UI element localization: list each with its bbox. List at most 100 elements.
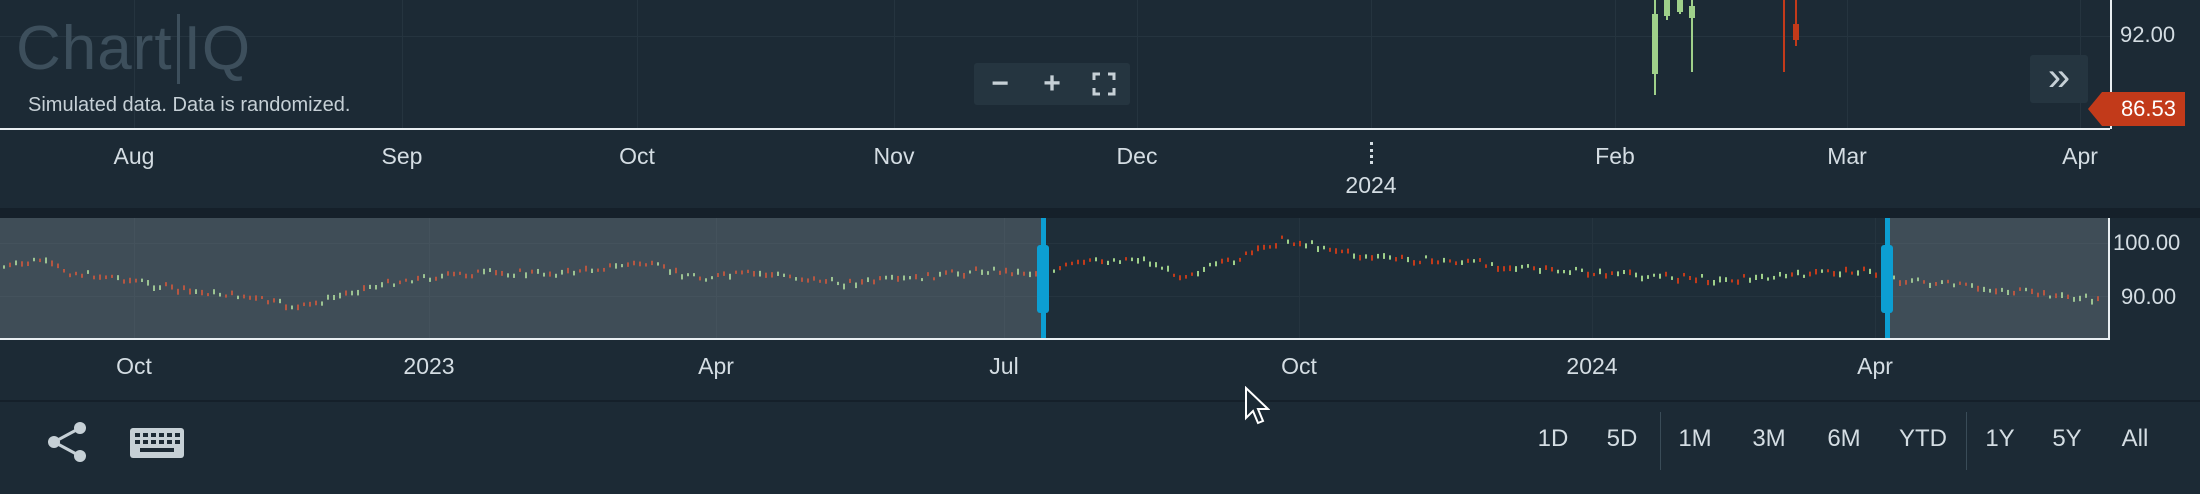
navigator-candle — [1557, 269, 1559, 274]
navigator-candle — [2013, 290, 2015, 296]
navigator-candle — [993, 266, 995, 271]
navigator-candle — [2025, 287, 2027, 292]
navigator-candle — [1233, 260, 1235, 266]
navigator-candle — [1803, 274, 1805, 278]
navigator-candle — [855, 282, 857, 289]
navigator-candle — [165, 282, 167, 287]
range-1y-button[interactable]: 1Y — [1985, 425, 2015, 452]
grid-line — [894, 0, 895, 129]
navigator-candle — [933, 277, 935, 281]
range-6m-button[interactable]: 6M — [1827, 425, 1861, 452]
range-5y-button[interactable]: 5Y — [2052, 425, 2082, 452]
navigator-candle — [999, 270, 1001, 275]
range-5d-button[interactable]: 5D — [1606, 425, 1638, 452]
main-x-axis: Aug Sep Oct Nov Dec Feb Mar Apr 2024 — [0, 130, 2110, 208]
navigator-candle — [639, 261, 641, 267]
zoom-out-button[interactable]: − — [991, 67, 1009, 100]
navigator-candle — [1335, 248, 1337, 254]
navigator-candle — [699, 276, 701, 281]
range-ytd-button[interactable]: YTD — [1899, 425, 1947, 452]
navigator-candle — [1749, 277, 1751, 283]
navigator-candle — [735, 270, 737, 274]
navigator-candle — [1239, 257, 1241, 262]
x-axis-label: 2023 — [403, 353, 455, 379]
navigator-candle — [1419, 260, 1421, 265]
navigator-candle — [489, 268, 491, 273]
navigator-unselected-right — [1889, 218, 2110, 340]
keyboard-icon[interactable] — [130, 428, 184, 458]
mouse-cursor-icon — [1245, 386, 1270, 425]
navigator-candle — [651, 260, 653, 266]
navigator-candle — [579, 269, 581, 273]
navigator-candle — [141, 278, 143, 283]
range-1m-button[interactable]: 1M — [1678, 425, 1712, 452]
navigator-candle — [927, 272, 929, 277]
navigator-candle — [423, 274, 425, 279]
navigator-candle — [843, 283, 845, 290]
range-3m-button[interactable]: 3M — [1752, 425, 1786, 452]
double-chevron-right-icon: » — [2047, 55, 2071, 99]
navigator-candle — [753, 271, 755, 277]
navigator-candle — [783, 273, 785, 277]
x-axis-year-label: 2024 — [1345, 172, 1397, 198]
navigator-candle — [525, 272, 527, 279]
grid-line — [0, 243, 2110, 244]
navigator-candle — [681, 274, 683, 280]
range-navigator[interactable] — [0, 218, 2110, 340]
navigator-candle — [1587, 271, 1589, 278]
navigator-candle — [51, 260, 53, 267]
navigator-right-grip[interactable] — [1881, 245, 1893, 313]
navigator-candle — [1851, 271, 1853, 275]
navigator-candle — [351, 290, 353, 296]
navigator-candle — [237, 295, 239, 300]
navigator-left-grip[interactable] — [1037, 245, 1049, 313]
navigator-candle — [1737, 279, 1739, 285]
navigator-candle — [1479, 258, 1481, 262]
navigator-candle — [2007, 289, 2009, 296]
navigator-candle — [957, 271, 959, 277]
scroll-to-end-button[interactable]: » — [2030, 55, 2088, 103]
navigator-candle — [597, 268, 599, 272]
candle — [1652, 14, 1658, 74]
navigator-candle — [807, 278, 809, 283]
navigator-candle — [837, 281, 839, 286]
navigator-candle — [1401, 254, 1403, 259]
navigator-candle — [549, 271, 551, 277]
disclaimer-text: Simulated data. Data is randomized. — [28, 94, 351, 116]
navigator-candle — [45, 257, 47, 264]
navigator-candle — [1665, 271, 1667, 277]
navigator-candle — [1077, 259, 1079, 265]
navigator-candle — [27, 261, 29, 267]
navigator-candle — [1449, 259, 1451, 263]
main-chart[interactable]: Chart IQ Simulated data. Data is randomiz… — [0, 0, 2110, 129]
axis-line — [0, 338, 2110, 340]
navigator-candle — [1491, 262, 1493, 266]
navigator-candle — [1311, 240, 1313, 245]
fullscreen-button[interactable] — [1078, 63, 1130, 105]
navigator-candle — [1089, 258, 1091, 262]
navigator-candle — [93, 275, 95, 280]
navigator-candle — [663, 264, 665, 269]
axis-line — [2108, 218, 2110, 340]
navigator-candle — [1629, 269, 1631, 276]
navigator-candle — [9, 262, 11, 268]
navigator-candle — [747, 269, 749, 274]
navigator-candle — [1839, 271, 1841, 278]
navigator-candle — [1815, 269, 1817, 275]
navigator-candle — [1143, 256, 1145, 262]
share-icon[interactable] — [46, 420, 90, 464]
candle — [1793, 24, 1799, 40]
navigator-candle — [687, 273, 689, 277]
navigator-candle — [969, 270, 971, 274]
range-all-button[interactable]: All — [2121, 425, 2149, 452]
navigator-candle — [315, 300, 317, 306]
navigator-candle — [669, 269, 671, 275]
navigator-candle — [1029, 271, 1031, 278]
zoom-in-button[interactable]: + — [1043, 67, 1061, 100]
navigator-candle — [483, 268, 485, 275]
navigator-candle — [1695, 277, 1697, 284]
navigator-candle — [765, 272, 767, 278]
navigator-candle — [405, 278, 407, 282]
navigator-candle — [1767, 277, 1769, 281]
range-1d-button[interactable]: 1D — [1537, 425, 1569, 452]
